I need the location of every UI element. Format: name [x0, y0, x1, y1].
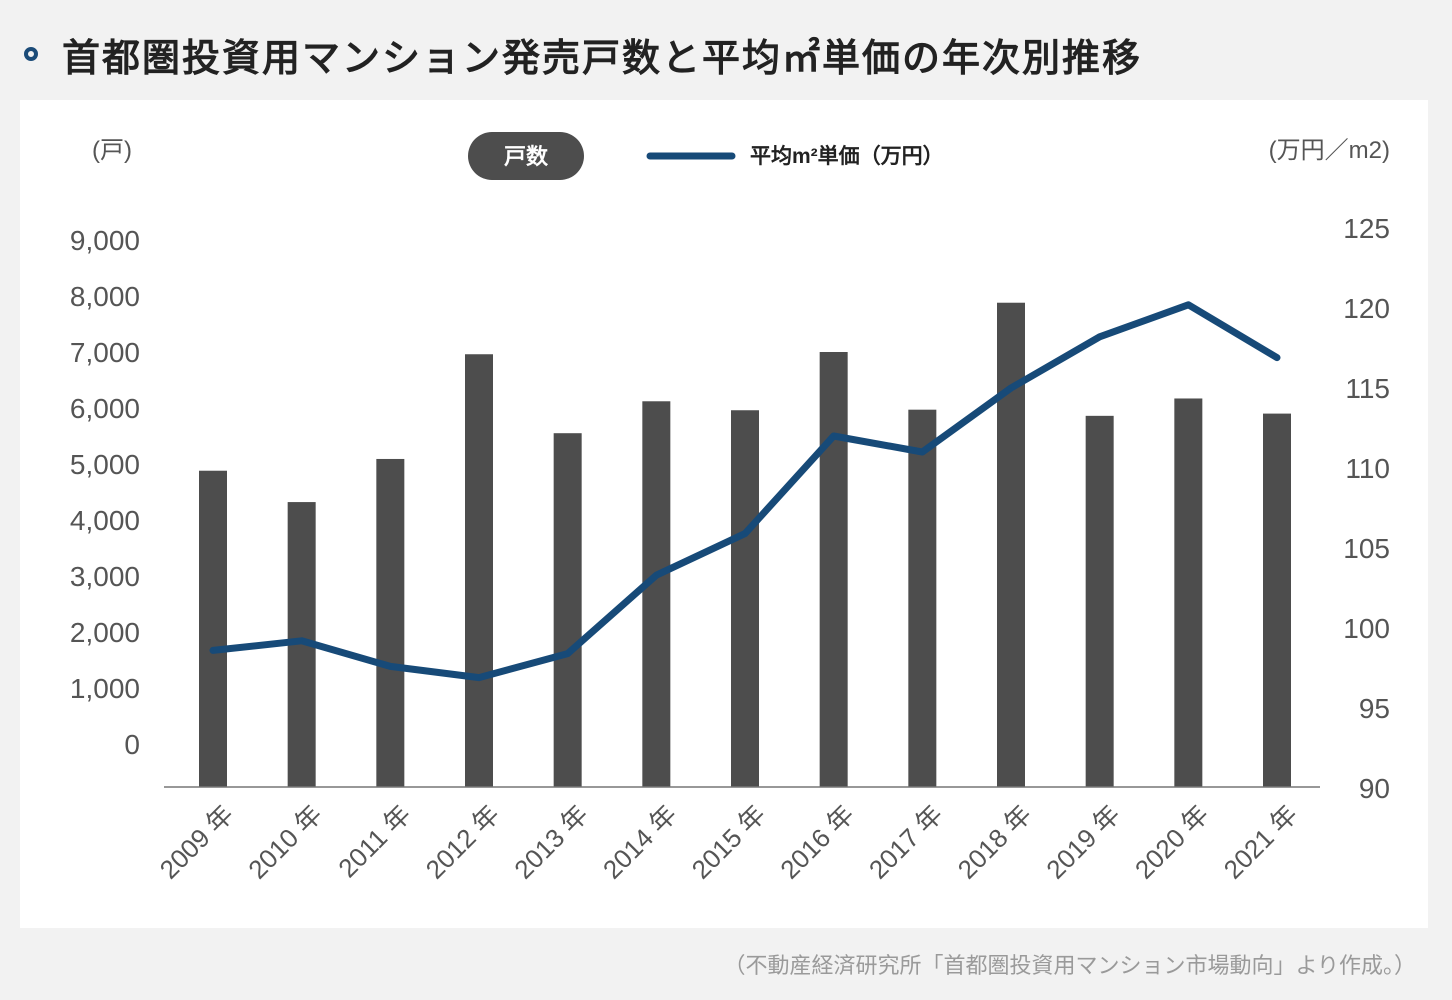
- x-tick-label: 2012 年: [420, 799, 506, 885]
- x-tick-label: 2016 年: [774, 799, 860, 885]
- x-tick-label: 2013 年: [508, 799, 594, 885]
- x-tick-label: 2014 年: [597, 799, 683, 885]
- bar-2017年: [908, 409, 937, 787]
- legend-bar-swatch: [468, 132, 584, 180]
- y-left-tick: 2,000: [70, 617, 140, 648]
- y-right-tick: 120: [1343, 293, 1390, 324]
- y-right-tick: 115: [1345, 373, 1390, 404]
- x-tick-label: 2021 年: [1218, 799, 1304, 885]
- combo-chart: 0 1,000 2,000 3,000 4,000 5,000 6,000 7,000 8,00…: [70, 132, 1390, 885]
- price-point-2016年: [832, 435, 835, 437]
- bar-2018年: [997, 302, 1025, 787]
- price-point-2014年: [655, 574, 658, 577]
- x-tick-label: 2010 年: [242, 799, 328, 885]
- y-right-tick: 110: [1345, 453, 1390, 484]
- price-point-2017年: [921, 451, 924, 453]
- price-point-2019年: [1098, 335, 1101, 338]
- chart-panel: 0 1,000 2,000 3,000 4,000 5,000 6,000 7,000 8,00…: [20, 100, 1428, 928]
- y-left-tick: 0: [124, 729, 140, 760]
- price-point-2018年: [1010, 387, 1012, 389]
- bar-2015年: [731, 410, 759, 787]
- bar-2009年: [199, 470, 227, 787]
- x-tick-label: 2009 年: [154, 799, 240, 885]
- y-left-tick: 6,000: [70, 393, 140, 424]
- price-point-2009年: [212, 649, 214, 652]
- bar-2011年: [376, 458, 405, 787]
- x-tick-label: 2015 年: [686, 799, 772, 885]
- y-left-tick: 4,000: [70, 505, 140, 536]
- x-tick-label: 2018 年: [952, 799, 1038, 885]
- bar-2012年: [465, 354, 493, 787]
- y-left-tick: 3,000: [70, 561, 140, 592]
- y-left-tick: 7,000: [70, 337, 140, 368]
- bar-2020年: [1174, 398, 1203, 787]
- price-point-2011年: [389, 665, 392, 668]
- y-left-tick: 5,000: [70, 449, 140, 480]
- x-tick-label: 2017 年: [863, 799, 949, 885]
- y-right-label: (万円／m2): [1269, 137, 1390, 164]
- source-note: （不動産経済研究所「首都圏投資用マンション市場動向」より作成。）: [723, 954, 1416, 979]
- x-tick-label: 2020 年: [1129, 799, 1215, 885]
- y-left-label: (戸): [92, 137, 132, 164]
- legend-line-label: 平均m²単価（万円）: [750, 144, 944, 168]
- y-right-tick: 100: [1343, 613, 1390, 644]
- y-left-tick: 9,000: [70, 225, 140, 256]
- y-right-tick: 90: [1359, 773, 1390, 804]
- bar-2019年: [1085, 415, 1114, 787]
- bar-2021年: [1263, 413, 1291, 787]
- x-tick-label: 2019 年: [1040, 799, 1126, 885]
- y-left-tick: 8,000: [70, 281, 140, 312]
- x-tick-label: 2011 年: [332, 799, 416, 883]
- price-point-2013年: [566, 652, 569, 655]
- price-point-2021年: [1276, 356, 1278, 359]
- price-point-2020年: [1187, 303, 1190, 306]
- title-bullet-icon: [24, 47, 38, 61]
- page-title: 首都圏投資用マンション発売戸数と平均㎡単価の年次別推移: [62, 35, 1143, 80]
- price-point-2015年: [744, 532, 746, 535]
- legend-bar-label: 戸数: [504, 144, 549, 169]
- title-row: 首都圏投資用マンション発売戸数と平均㎡単価の年次別推移: [24, 26, 1142, 82]
- bar-2014年: [642, 401, 671, 787]
- y-right-tick: 95: [1359, 693, 1390, 724]
- y-left-tick: 1,000: [70, 673, 140, 704]
- y-right-tick: 105: [1343, 533, 1390, 564]
- bar-2013年: [553, 433, 582, 787]
- price-point-2012年: [478, 676, 480, 679]
- y-right-tick: 125: [1343, 213, 1390, 244]
- price-point-2010年: [300, 639, 303, 642]
- bar-2016年: [819, 352, 848, 787]
